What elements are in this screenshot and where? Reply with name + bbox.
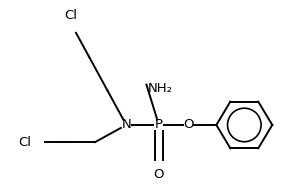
Text: Cl: Cl xyxy=(19,136,31,149)
Text: P: P xyxy=(155,119,163,132)
Text: NH₂: NH₂ xyxy=(147,82,172,95)
Text: N: N xyxy=(121,119,131,132)
Text: Cl: Cl xyxy=(64,10,77,23)
Text: O: O xyxy=(183,119,194,132)
Text: O: O xyxy=(154,168,164,181)
